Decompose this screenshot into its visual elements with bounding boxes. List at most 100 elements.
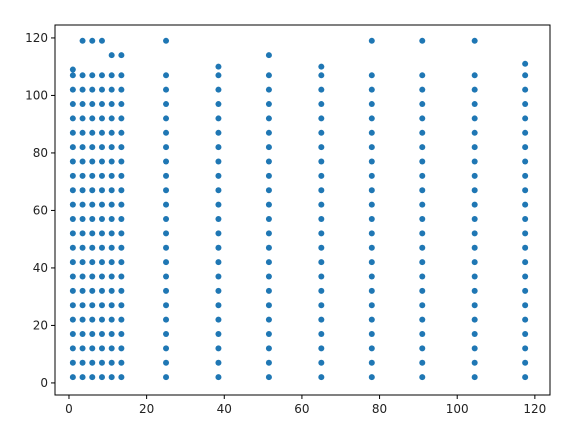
- point: [79, 101, 86, 108]
- point: [265, 52, 272, 59]
- point: [89, 374, 96, 381]
- point: [318, 374, 325, 381]
- point: [118, 201, 125, 208]
- point: [163, 259, 170, 266]
- point: [215, 187, 222, 194]
- point: [215, 273, 222, 280]
- point: [118, 287, 125, 294]
- point: [89, 37, 96, 44]
- point: [522, 259, 529, 266]
- point: [471, 187, 478, 194]
- x-tick-label: 0: [65, 402, 73, 416]
- point: [108, 72, 115, 79]
- point: [471, 302, 478, 309]
- point: [215, 259, 222, 266]
- point: [419, 259, 426, 266]
- point: [318, 359, 325, 366]
- point: [89, 158, 96, 165]
- point: [419, 158, 426, 165]
- point: [368, 331, 375, 338]
- point: [368, 259, 375, 266]
- point: [265, 72, 272, 79]
- point: [108, 172, 115, 179]
- point: [98, 287, 105, 294]
- point: [368, 172, 375, 179]
- point: [368, 72, 375, 79]
- point: [265, 259, 272, 266]
- point: [265, 101, 272, 108]
- point: [163, 374, 170, 381]
- point: [98, 216, 105, 223]
- point: [368, 101, 375, 108]
- point: [118, 216, 125, 223]
- point: [318, 144, 325, 151]
- point: [108, 345, 115, 352]
- point: [471, 287, 478, 294]
- point: [368, 345, 375, 352]
- point: [118, 345, 125, 352]
- point: [89, 316, 96, 323]
- point: [79, 345, 86, 352]
- point: [318, 101, 325, 108]
- y-tick-label: 100: [25, 88, 48, 102]
- point: [118, 52, 125, 59]
- point: [471, 273, 478, 280]
- point: [79, 72, 86, 79]
- point: [108, 230, 115, 237]
- point: [265, 316, 272, 323]
- point: [69, 244, 76, 251]
- point: [89, 216, 96, 223]
- point: [79, 144, 86, 151]
- point: [215, 129, 222, 136]
- point: [419, 244, 426, 251]
- point: [471, 86, 478, 93]
- point: [265, 287, 272, 294]
- point: [79, 331, 86, 338]
- point: [215, 345, 222, 352]
- point: [265, 86, 272, 93]
- point: [215, 331, 222, 338]
- y-tick-label: 0: [40, 376, 48, 390]
- point: [163, 37, 170, 44]
- point: [69, 66, 76, 73]
- point: [419, 144, 426, 151]
- point: [419, 172, 426, 179]
- point: [163, 216, 170, 223]
- point: [471, 144, 478, 151]
- point: [368, 359, 375, 366]
- point: [108, 216, 115, 223]
- point: [318, 287, 325, 294]
- point: [163, 287, 170, 294]
- point: [318, 129, 325, 136]
- point: [471, 359, 478, 366]
- point: [108, 273, 115, 280]
- point: [118, 72, 125, 79]
- point: [419, 302, 426, 309]
- point: [118, 187, 125, 194]
- point: [163, 158, 170, 165]
- point: [98, 201, 105, 208]
- y-tick-label: 60: [33, 203, 48, 217]
- point: [89, 86, 96, 93]
- point: [98, 374, 105, 381]
- point: [69, 129, 76, 136]
- point: [522, 158, 529, 165]
- point: [69, 345, 76, 352]
- point: [118, 331, 125, 338]
- point: [368, 273, 375, 280]
- point: [108, 52, 115, 59]
- point: [419, 359, 426, 366]
- point: [98, 144, 105, 151]
- point: [318, 72, 325, 79]
- point: [79, 259, 86, 266]
- point: [265, 158, 272, 165]
- point: [318, 187, 325, 194]
- point: [419, 86, 426, 93]
- point: [318, 158, 325, 165]
- point: [108, 129, 115, 136]
- point: [79, 115, 86, 122]
- point: [89, 172, 96, 179]
- point: [265, 216, 272, 223]
